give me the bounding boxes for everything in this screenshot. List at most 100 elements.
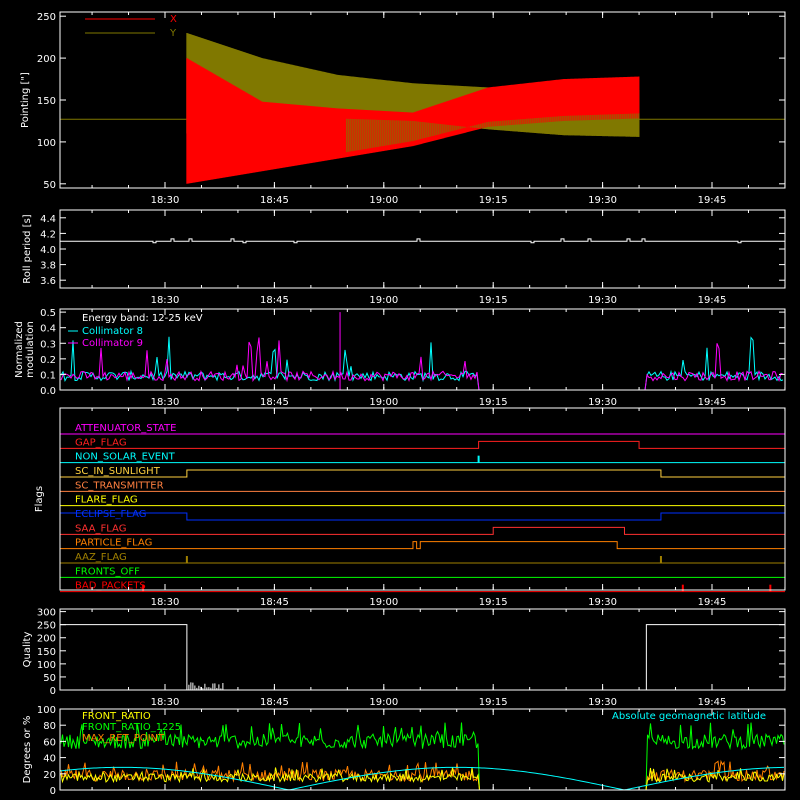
roll-series (60, 238, 785, 244)
legend-geomag-latitude: Absolute geomagnetic latitude (612, 711, 766, 722)
flag-label: BAD_PACKETS (75, 581, 146, 592)
x-tick-label: 19:15 (479, 597, 508, 608)
x-tick-label: 18:45 (260, 697, 289, 708)
flag-line-particle-flag (60, 541, 785, 550)
y-tick-label: 250 (37, 12, 56, 23)
flag-line-gap-flag (60, 440, 785, 449)
front-ratio-1225-series (60, 722, 785, 791)
x-tick-label: 18:30 (151, 195, 180, 206)
flag-line-saa-flag (60, 526, 785, 535)
collimator-8-series (60, 336, 784, 391)
flags-frame (59, 407, 786, 591)
y-axis-label: Roll period [s] (22, 214, 33, 283)
flag-label: PARTICLE_FLAG (75, 538, 152, 549)
flag-label: GAP_FLAG (75, 437, 127, 448)
x-tick-label: 19:45 (698, 697, 727, 708)
x-tick-label: 19:30 (588, 195, 617, 206)
flag-line-eclipse-flag (59, 512, 786, 521)
y-tick-label: 300 (37, 608, 56, 619)
y-tick-label: 3.8 (40, 261, 56, 272)
legend-energy-band: Energy band: 12-25 keV (82, 313, 203, 324)
x-tick-label: 19:30 (588, 295, 617, 306)
y-tick-label: 0 (50, 786, 56, 797)
quality-noise (188, 682, 224, 690)
quality-frame (59, 608, 786, 691)
legend-collimator-9: Collimator 9 (82, 338, 143, 349)
y-axis-label: Pointing ["] (20, 72, 31, 128)
axes-layer: XY 18:30 18:45 19:00 19:15 19:30 19:45 50 100 150… (14, 11, 786, 797)
x-tick-label: 19:45 (698, 397, 727, 408)
x-tick-label: 19:45 (698, 597, 727, 608)
flag-label: ECLIPSE_FLAG (75, 509, 146, 520)
legend-front-ratio-1225: FRONT_RATIO_1225 (82, 722, 181, 733)
legend-x-label: X (170, 14, 177, 25)
y-axis-label: modulation (25, 321, 36, 378)
x-tick-label: 18:30 (151, 597, 180, 608)
collimator-9-series (60, 337, 784, 391)
legend-front-ratio: FRONT_RATIO (82, 711, 151, 722)
x-tick-label: 18:30 (151, 697, 180, 708)
y-tick-label: 60 (43, 737, 56, 748)
x-tick-label: 19:15 (479, 397, 508, 408)
y-tick-label: 0.2 (40, 355, 56, 366)
legend-collimator-8: Collimator 8 (82, 326, 143, 337)
y-tick-label: 250 (37, 621, 56, 632)
quality-series-2 (645, 624, 785, 690)
x-tick-label: 18:45 (260, 195, 289, 206)
flag-label: SC_IN_SUNLIGHT (75, 466, 161, 477)
series-y-band-front (346, 113, 640, 153)
y-tick-label: 0 (50, 686, 56, 697)
x-tick-label: 19:45 (698, 195, 727, 206)
y-tick-label: 0.1 (40, 370, 56, 381)
x-tick-label: 19:15 (479, 295, 508, 306)
y-tick-label: 50 (43, 180, 56, 191)
x-tick-label: 18:45 (260, 397, 289, 408)
y-tick-label: 200 (37, 634, 56, 645)
flag-label: FRONTS_OFF (75, 566, 140, 577)
flag-label: SAA_FLAG (75, 523, 126, 534)
y-tick-label: 0.4 (40, 324, 56, 335)
series-x-band (186, 58, 640, 184)
y-tick-label: 80 (43, 721, 56, 732)
legend-max-ret-point: MAX_RET_POINT (82, 733, 165, 744)
geomag-latitude-series (59, 766, 785, 791)
y-tick-label: 3.6 (40, 276, 56, 287)
x-tick-label: 19:15 (479, 697, 508, 708)
flag-label: FLARE_FLAG (75, 495, 138, 506)
max-ret-point-series (60, 759, 785, 791)
front-ratio-series (60, 767, 785, 791)
y-tick-label: 100 (37, 138, 56, 149)
y-tick-label: 4.0 (40, 245, 56, 256)
y-axis-label: Flags (34, 486, 45, 512)
x-tick-label: 18:45 (260, 597, 289, 608)
y-tick-label: 4.2 (40, 229, 56, 240)
x-tick-label: 18:45 (260, 295, 289, 306)
y-tick-label: 100 (37, 660, 56, 671)
x-tick-label: 19:00 (369, 697, 398, 708)
y-tick-label: 50 (43, 673, 56, 684)
y-tick-label: 40 (43, 754, 56, 765)
y-tick-label: 100 (37, 705, 56, 716)
y-tick-label: 200 (37, 54, 56, 65)
x-tick-label: 19:00 (369, 295, 398, 306)
y-axis-label: Degrees or % (22, 716, 33, 784)
y-tick-label: 4.4 (40, 214, 56, 225)
y-tick-label: 0.3 (40, 339, 56, 350)
flag-label: NON_SOLAR_EVENT (75, 452, 176, 463)
flag-line-sc-in-sunlight (60, 469, 785, 478)
flag-label: AAZ_FLAG (75, 552, 127, 563)
x-tick-label: 19:00 (369, 397, 398, 408)
x-tick-label: 19:45 (698, 295, 727, 306)
y-axis-label: Quality (22, 632, 33, 668)
y-tick-label: 150 (37, 647, 56, 658)
legend-y-label: Y (169, 28, 177, 39)
x-tick-label: 19:00 (369, 195, 398, 206)
x-tick-label: 19:00 (369, 597, 398, 608)
y-axis-label: Normalized (14, 321, 25, 378)
x-tick-label: 18:30 (151, 397, 180, 408)
x-tick-label: 19:15 (479, 195, 508, 206)
x-tick-label: 19:30 (588, 597, 617, 608)
flag-label: SC_TRANSMITTER (75, 480, 164, 491)
modulation-frame (59, 308, 786, 391)
